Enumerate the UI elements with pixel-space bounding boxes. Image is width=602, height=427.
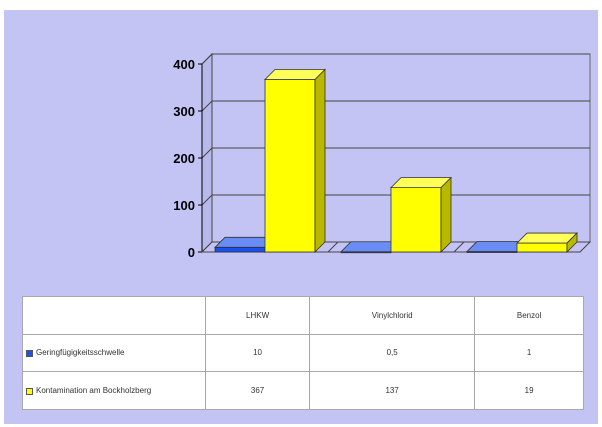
y-tick-label: 100	[173, 198, 195, 213]
bar-side	[314, 68, 326, 253]
bar-front	[516, 242, 568, 253]
legend-swatch-blue	[26, 349, 33, 357]
gridline-diagonal	[201, 53, 213, 65]
table-cell: 0,5	[309, 333, 476, 373]
data-table: LHKW Vinylchlorid Benzol Geringfügigkeit…	[22, 296, 584, 410]
bar-front	[390, 187, 442, 253]
y-tick-label: 300	[173, 104, 195, 119]
table-cell: 137	[309, 371, 476, 410]
bar-chart: 0 100 200 300 400	[173, 52, 592, 260]
series-name: Geringfügigkeitsschwelle	[36, 348, 125, 358]
bar-side	[566, 232, 578, 253]
table-cell: 367	[204, 371, 311, 410]
bar-side	[440, 176, 452, 253]
category-divider	[327, 241, 339, 253]
chart-area: 0 100 200 300 400 LHKW Vinylchlorid Benzol G…	[4, 10, 598, 424]
table-header-row: LHKW Vinylchlorid Benzol	[22, 296, 584, 335]
gridline-diagonal	[201, 147, 213, 159]
category-divider	[453, 241, 465, 253]
column-header: LHKW	[204, 296, 311, 335]
table-cell: 10	[204, 333, 311, 373]
gridline-diagonal	[201, 194, 213, 206]
y-tick-label: 0	[188, 245, 195, 260]
series-label-cell: Kontamination am Bockholzberg	[22, 371, 206, 410]
bar-front	[214, 246, 266, 253]
table-row: Geringfügigkeitsschwelle 10 0,5 1	[22, 333, 584, 373]
series-label-cell: Geringfügigkeitsschwelle	[22, 333, 206, 373]
series-name: Kontamination am Bockholzberg	[36, 386, 152, 396]
legend-swatch-yellow	[26, 387, 33, 395]
bar-front	[264, 79, 316, 253]
table-row: Kontamination am Bockholzberg 367 137 19	[22, 371, 584, 410]
table-cell: 1	[474, 333, 584, 373]
y-tick-label: 200	[173, 151, 195, 166]
gridline-diagonal	[201, 100, 213, 112]
table-cell: 19	[474, 371, 584, 410]
y-tick-label: 400	[173, 57, 195, 72]
column-header: Vinylchlorid	[309, 296, 476, 335]
table-corner-cell	[22, 296, 206, 335]
column-header: Benzol	[474, 296, 584, 335]
